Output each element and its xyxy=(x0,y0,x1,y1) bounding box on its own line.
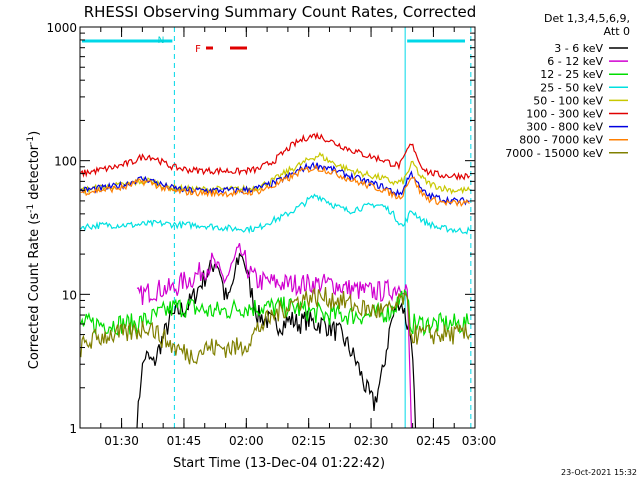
series-line-300-800-kev xyxy=(80,161,470,206)
x-tick-label: 02:30 xyxy=(354,434,389,448)
y-axis-label-pre: Corrected Count Rate (s xyxy=(27,213,42,370)
legend-label-800-7000-kev: 800 - 7000 keV xyxy=(519,134,603,147)
legend-label-25-50-kev: 25 - 50 keV xyxy=(540,81,603,94)
series-line-100-300-kev xyxy=(80,131,471,181)
y-tick-label: 100 xyxy=(54,155,77,169)
x-tick-label: 01:45 xyxy=(167,434,202,448)
legend-label-6-12-kev: 6 - 12 keV xyxy=(547,55,603,68)
y-axis-label: Corrected Count Rate (s-1 detector-1) xyxy=(26,131,42,369)
series-line-7000-15000-kev xyxy=(80,286,471,365)
chart-title: RHESSI Observing Summary Count Rates, Co… xyxy=(84,3,477,21)
axes: 01:30 01:45 02:00 02:15 02:30 02:45 03:00 1 10 10… xyxy=(46,21,496,448)
x-tick-label: 02:15 xyxy=(291,434,326,448)
x-tick-label: 01:30 xyxy=(104,434,139,448)
x-axis-label: Start Time (13-Dec-04 01:22:42) xyxy=(173,456,385,471)
y-tick-label: 10 xyxy=(62,288,77,302)
x-tick-label: 02:00 xyxy=(229,434,264,448)
plot-area xyxy=(80,27,472,429)
series-line-6-12-kev xyxy=(136,243,412,429)
x-tick-label: 02:45 xyxy=(416,434,451,448)
y-axis-label-sup2: -1 xyxy=(26,136,36,145)
series-line-3-6-kev xyxy=(136,252,417,429)
legend-label-12-25-kev: 12 - 25 keV xyxy=(540,68,603,81)
x-tick-label: 03:00 xyxy=(462,434,497,448)
legend-header-attenuator: Att 0 xyxy=(604,25,630,38)
series-line-12-25-kev xyxy=(80,289,470,337)
f-marker: F xyxy=(195,44,201,55)
y-tick-label: 1000 xyxy=(46,21,77,35)
y-axis-label-sup1: -1 xyxy=(26,204,36,213)
timestamp: 23-Oct-2021 15:32 xyxy=(561,468,637,477)
legend-label-7000-15000-kev: 7000 - 15000 keV xyxy=(505,147,603,160)
series-line-25-50-kev xyxy=(80,193,471,235)
y-axis-label-mid: detector xyxy=(27,144,42,204)
y-axis-label-end: ) xyxy=(27,131,42,136)
legend-header-detectors: Det 1,3,4,5,6,9, xyxy=(544,12,630,25)
legend-label-300-800-kev: 300 - 800 keV xyxy=(526,121,603,134)
n-marker: N xyxy=(158,36,165,46)
y-tick-label: 1 xyxy=(69,422,77,436)
plot-frame xyxy=(79,26,476,429)
legend-label-3-6-kev: 3 - 6 keV xyxy=(554,42,603,55)
series-line-800-7000-kev xyxy=(80,164,470,208)
legend-label-100-300-kev: 100 - 300 keV xyxy=(526,108,603,121)
legend-label-50-100-kev: 50 - 100 keV xyxy=(533,94,603,107)
